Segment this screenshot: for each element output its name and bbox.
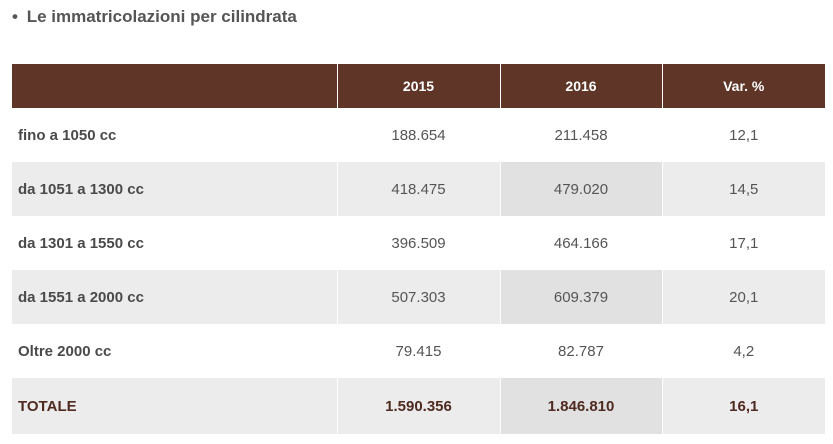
row-label: da 1301 a 1550 cc — [12, 216, 337, 270]
cell-2016: 609.379 — [499, 270, 662, 324]
registrations-table: 2015 2016 Var. % fino a 1050 cc 188.654 … — [12, 64, 825, 434]
table-row: da 1051 a 1300 cc 418.475 479.020 14,5 — [12, 162, 825, 216]
header-category — [12, 64, 337, 108]
cell-2016: 82.787 — [499, 324, 662, 378]
cell-2015: 507.303 — [336, 270, 500, 324]
total-row: TOTALE 1.590.356 1.846.810 16,1 — [12, 378, 825, 434]
cell-2015: 79.415 — [336, 324, 500, 378]
row-label: da 1051 a 1300 cc — [12, 162, 337, 216]
total-2016: 1.846.810 — [499, 378, 662, 434]
total-label: TOTALE — [12, 378, 337, 434]
total-2015: 1.590.356 — [336, 378, 500, 434]
cell-var: 17,1 — [661, 216, 825, 270]
table-row: da 1301 a 1550 cc 396.509 464.166 17,1 — [12, 216, 825, 270]
cell-var: 12,1 — [661, 108, 825, 162]
bullet-icon: • — [12, 7, 18, 26]
cell-var: 20,1 — [661, 270, 825, 324]
cell-2015: 396.509 — [336, 216, 500, 270]
header-2016: 2016 — [499, 64, 662, 108]
cell-var: 4,2 — [661, 324, 825, 378]
cell-2015: 188.654 — [336, 108, 500, 162]
total-var: 16,1 — [661, 378, 825, 434]
cell-2016: 464.166 — [499, 216, 662, 270]
row-label: da 1551 a 2000 cc — [12, 270, 337, 324]
header-var-percent: Var. % — [661, 64, 825, 108]
section-title-text: Le immatricolazioni per cilindrata — [26, 7, 297, 26]
row-label: Oltre 2000 cc — [12, 324, 337, 378]
section-title: • Le immatricolazioni per cilindrata — [12, 4, 297, 30]
cell-var: 14,5 — [661, 162, 825, 216]
cell-2016: 479.020 — [499, 162, 662, 216]
row-label: fino a 1050 cc — [12, 108, 337, 162]
table-row: fino a 1050 cc 188.654 211.458 12,1 — [12, 108, 825, 162]
header-2015: 2015 — [336, 64, 500, 108]
table-row: Oltre 2000 cc 79.415 82.787 4,2 — [12, 324, 825, 378]
table-header-row: 2015 2016 Var. % — [12, 64, 825, 108]
cell-2015: 418.475 — [336, 162, 500, 216]
table-row: da 1551 a 2000 cc 507.303 609.379 20,1 — [12, 270, 825, 324]
cell-2016: 211.458 — [499, 108, 662, 162]
